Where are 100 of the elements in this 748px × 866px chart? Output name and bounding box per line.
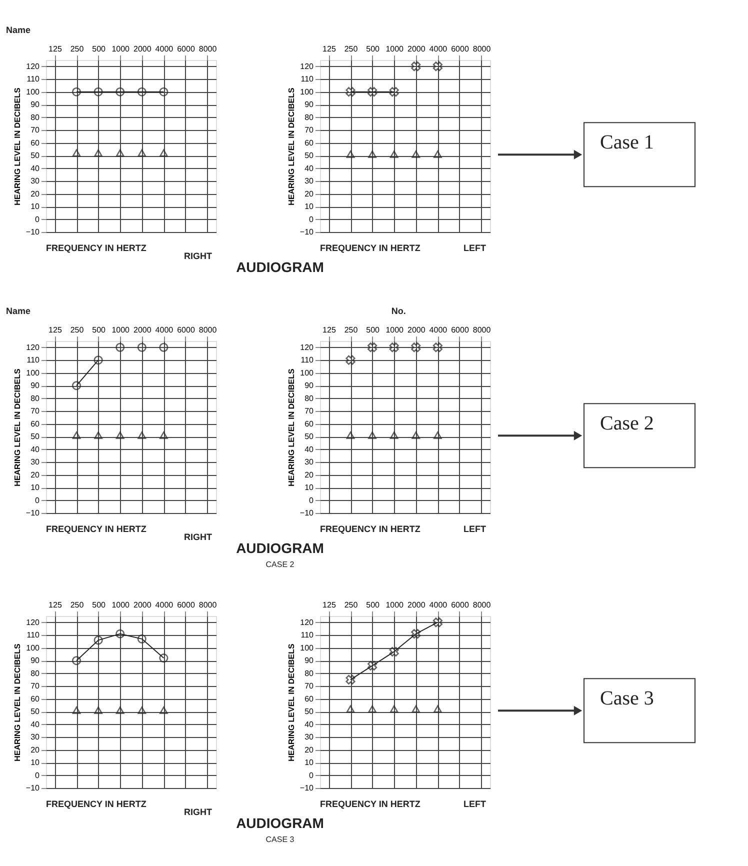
x-tick-label: 1000 [112,326,130,334]
y-tick-label: 120 [26,618,40,627]
text: AUDIOGRAM [236,259,324,275]
point [94,706,102,714]
text: LEFT [464,799,486,809]
x-tick-label: 6000 [177,326,196,334]
point [389,646,399,656]
point [432,618,442,628]
y-tick-label: 90 [304,100,314,110]
y-tick-label: −10 [26,784,40,792]
y-tick-label: 90 [304,381,314,390]
x-tick-label: 500 [366,326,380,334]
y-tick-label: 50 [304,151,314,160]
text: LEFT [464,524,486,534]
x-tick-label: 125 [322,44,336,54]
y-tick-label: 30 [304,176,314,186]
x-tick-label: 6000 [451,326,470,334]
y-tick-label: 30 [304,458,314,467]
point [368,660,378,670]
y-tick-label: 60 [304,138,314,148]
y-tick-label: 10 [304,202,314,212]
x-tick-label: 4000 [429,600,448,610]
y-tick-label: 30 [304,732,314,742]
x-tick-label: 2000 [134,600,152,610]
y-tick-label: 70 [304,406,314,416]
y-tick-label: 120 [300,342,314,352]
y-tick-label: −10 [26,508,40,518]
y-tick-label: 20 [304,470,314,480]
y-tick-label: 0 [35,214,40,224]
y-tick-label: 20 [30,470,40,480]
text: No. [391,306,406,316]
x-axis-title: FREQUENCY IN HERTZ [320,243,421,253]
y-tick-label: 60 [304,419,314,428]
x-tick-label: 4000 [429,44,448,54]
text: CASE 2 [266,560,295,569]
point [368,87,378,97]
y-tick-label: 80 [30,668,40,678]
text: RIGHT [184,251,212,261]
text: RIGHT [184,532,212,542]
text: AUDIOGRAM [236,815,324,831]
point [138,706,146,714]
x-tick-label: 250 [70,600,84,610]
point [346,355,356,365]
text: Name [6,306,31,316]
point [368,432,376,439]
point [72,656,82,666]
x-tick-label: 500 [92,326,106,334]
x-axis-title: FREQUENCY IN HERTZ [320,524,421,534]
y-tick-label: 10 [30,202,40,212]
x-tick-label: 250 [344,600,358,610]
y-tick-label: 110 [26,630,40,640]
x-tick-label: 1000 [112,600,130,610]
x-axis-title: FREQUENCY IN HERTZ [320,799,421,809]
y-tick-label: −10 [300,228,314,236]
x-axis-title: FREQUENCY IN HERTZ [46,243,147,253]
x-tick-label: 500 [92,44,106,54]
y-tick-label: 70 [30,406,40,416]
y-tick-label: 20 [304,189,314,198]
point [346,87,356,97]
x-tick-label: 4000 [155,600,174,610]
y-tick-label: 120 [300,618,314,627]
y-axis-title: HEARING LEVEL IN DECIBELS [286,368,296,486]
point [434,705,442,713]
y-tick-label: 40 [304,164,314,173]
point [94,432,102,439]
text: CASE 3 [266,835,295,844]
x-tick-label: 6000 [177,600,196,610]
y-tick-label: 80 [304,112,314,122]
x-axis-title: FREQUENCY IN HERTZ [46,799,147,809]
y-tick-label: 30 [30,458,40,467]
point [346,705,355,713]
y-tick-label: 0 [35,770,40,780]
y-tick-label: 90 [304,656,314,666]
x-tick-label: 500 [366,600,380,610]
x-tick-label: 4000 [155,326,174,334]
x-tick-label: 500 [92,600,106,610]
point [411,342,421,352]
y-tick-label: 0 [35,496,40,505]
x-tick-label: 2000 [408,326,426,334]
point [432,342,442,352]
x-tick-label: 2000 [408,44,426,54]
point [390,705,398,713]
y-tick-label: 10 [30,483,40,492]
x-tick-label: 250 [344,326,358,334]
y-tick-label: 50 [304,432,314,442]
text: RIGHT [184,807,212,817]
y-tick-label: 60 [304,694,314,704]
text: Case 3 [600,688,654,710]
y-tick-label: 10 [30,758,40,768]
x-tick-label: 125 [322,326,336,334]
y-tick-label: 90 [30,100,40,110]
point [368,705,376,713]
point [412,705,420,713]
y-tick-label: 100 [26,643,40,652]
y-tick-label: 30 [30,732,40,742]
point [411,62,421,72]
x-tick-label: 125 [48,44,62,54]
y-tick-label: 40 [304,720,314,729]
y-tick-label: 120 [26,62,40,71]
x-tick-label: 6000 [451,44,470,54]
